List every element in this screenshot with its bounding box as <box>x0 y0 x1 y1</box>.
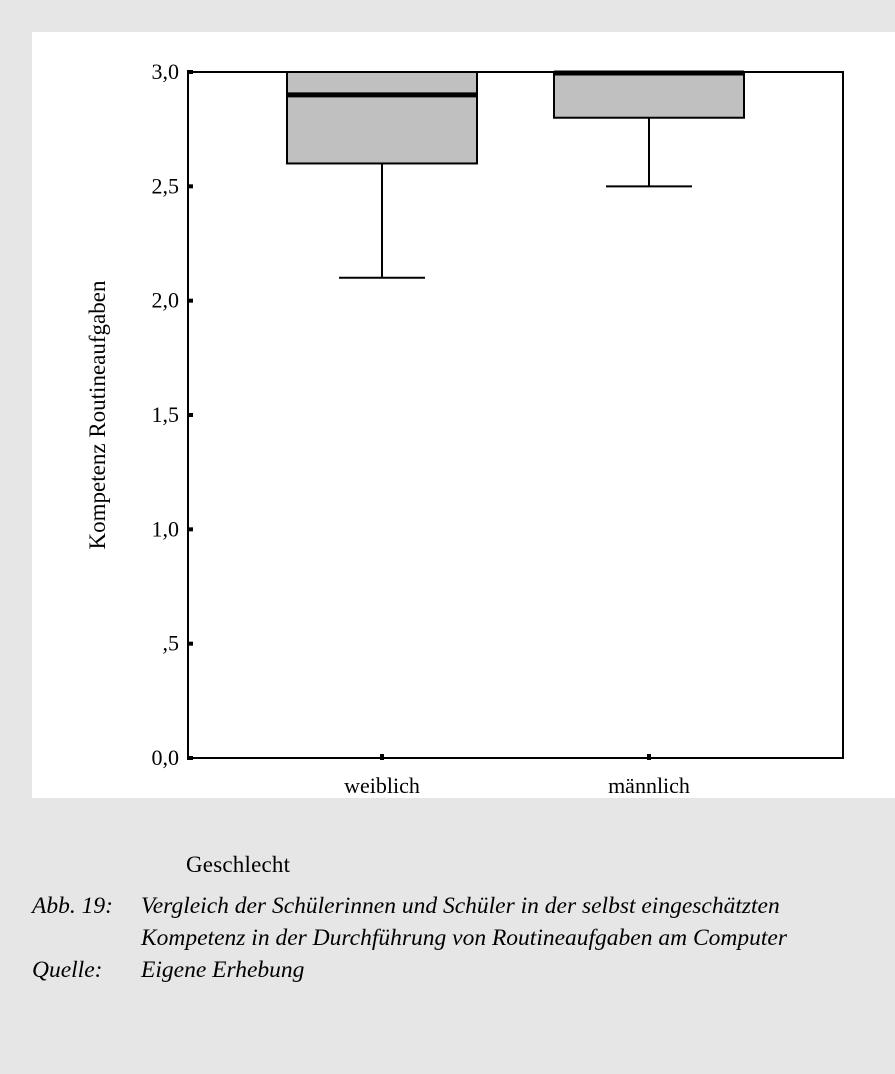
plot-frame <box>187 71 844 759</box>
source-text: Eigene Erhebung <box>141 957 305 983</box>
figure-text: Vergleich der Schülerinnen und Schüler i… <box>141 893 787 951</box>
chart-panel: 0,0 ,5 1,0 1,5 2,0 2,5 3,0 weiblich männlich Ko… <box>32 32 895 798</box>
y-axis: 0,0 ,5 1,0 1,5 2,0 2,5 3,0 <box>152 59 193 770</box>
y-tick-label: 1,5 <box>152 402 180 427</box>
x-axis: weiblich männlich <box>344 754 690 798</box>
caption-figure-row: Abb. 19: Vergleich der Schülerinnen und … <box>32 890 887 954</box>
boxplot-chart: 0,0 ,5 1,0 1,5 2,0 2,5 3,0 weiblich männlich Ko… <box>85 59 844 798</box>
y-tick-label: 3,0 <box>152 59 180 84</box>
y-tick-label: 1,0 <box>152 516 180 541</box>
figure-caption: Abb. 19: Vergleich der Schülerinnen und … <box>32 890 887 986</box>
y-tick-label: ,5 <box>163 631 180 656</box>
iqr-box <box>553 71 745 119</box>
x-tick-label: männlich <box>608 773 690 798</box>
y-tick-label: 2,0 <box>152 288 180 313</box>
x-axis-title: Geschlecht <box>186 852 291 877</box>
caption-source-row: Quelle: Eigene Erhebung <box>32 954 887 986</box>
x-tick-label: weiblich <box>344 773 420 798</box>
y-tick-label: 0,0 <box>152 745 180 770</box>
y-tick-label: 2,5 <box>152 173 180 198</box>
box-weiblich <box>286 71 478 279</box>
figure-label: Abb. 19: <box>32 893 113 919</box>
box-maennlich <box>553 70 745 188</box>
source-label: Quelle: <box>32 957 103 983</box>
y-axis-title: Kompetenz Routineaufgaben <box>85 280 110 549</box>
iqr-box <box>286 71 478 165</box>
box-group <box>286 70 745 279</box>
